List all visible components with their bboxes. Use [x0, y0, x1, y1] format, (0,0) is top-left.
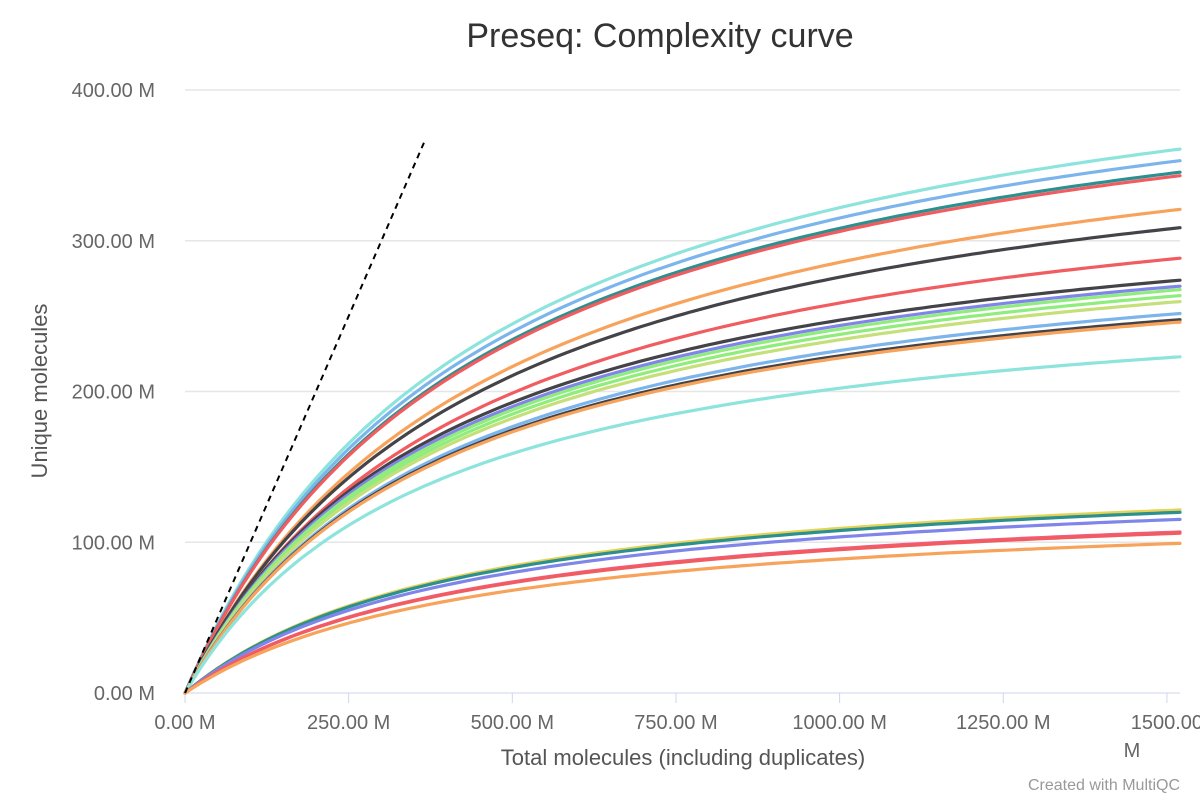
x-tick-label: 750.00 M [634, 712, 717, 734]
x-axis-label: Total molecules (including duplicates) [501, 745, 865, 770]
series-line[interactable] [183, 174, 1182, 695]
y-tick-label: 100.00 M [72, 532, 155, 554]
series-line[interactable] [183, 147, 1182, 695]
series-line[interactable] [183, 256, 1182, 695]
y-tick-label: 300.00 M [72, 231, 155, 253]
series-line[interactable] [183, 159, 1182, 695]
x-tick-label: 0.00 M [154, 712, 215, 734]
x-tick-label: 1250.00 M [956, 712, 1051, 734]
reference-line [184, 142, 425, 694]
y-axis-label: Unique molecules [27, 304, 52, 479]
multiqc-credit[interactable]: Created with MultiQC [1028, 777, 1180, 794]
y-tick-label: 0.00 M [94, 683, 155, 705]
y-tick-label: 400.00 M [72, 80, 155, 102]
x-tick-label: 250.00 M [307, 712, 390, 734]
y-axis-ticks: 0.00 M 100.00 M 200.00 M 300.00 M 400.00 M [72, 80, 155, 705]
series-line[interactable] [183, 320, 1182, 695]
series-line[interactable] [183, 355, 1182, 695]
series-line[interactable] [183, 510, 1182, 695]
x-tick-label: 1000.00 M [792, 712, 887, 734]
series-line[interactable] [183, 284, 1182, 695]
series-line[interactable] [183, 288, 1182, 695]
series-line[interactable] [183, 226, 1182, 695]
series-line[interactable] [183, 294, 1182, 695]
y-tick-label: 200.00 M [72, 382, 155, 404]
plot-area[interactable] [183, 142, 1182, 695]
x-axis-ticks: 0.00 M 250.00 M 500.00 M 750.00 M 1000.00 M 1… [154, 693, 1200, 734]
series-line[interactable] [183, 531, 1182, 695]
series-line[interactable] [183, 207, 1182, 695]
x-tick-label: 1500.00 [1131, 712, 1200, 734]
series-line[interactable] [183, 311, 1182, 695]
chart-title: Preseq: Complexity curve [466, 17, 853, 55]
series-line[interactable] [183, 517, 1182, 695]
x-tick-label: 500.00 M [471, 712, 554, 734]
series-line[interactable] [183, 300, 1182, 695]
series-line[interactable] [183, 541, 1182, 695]
series-line[interactable] [183, 278, 1182, 695]
x-tick-overflow-unit: M [1124, 740, 1141, 762]
